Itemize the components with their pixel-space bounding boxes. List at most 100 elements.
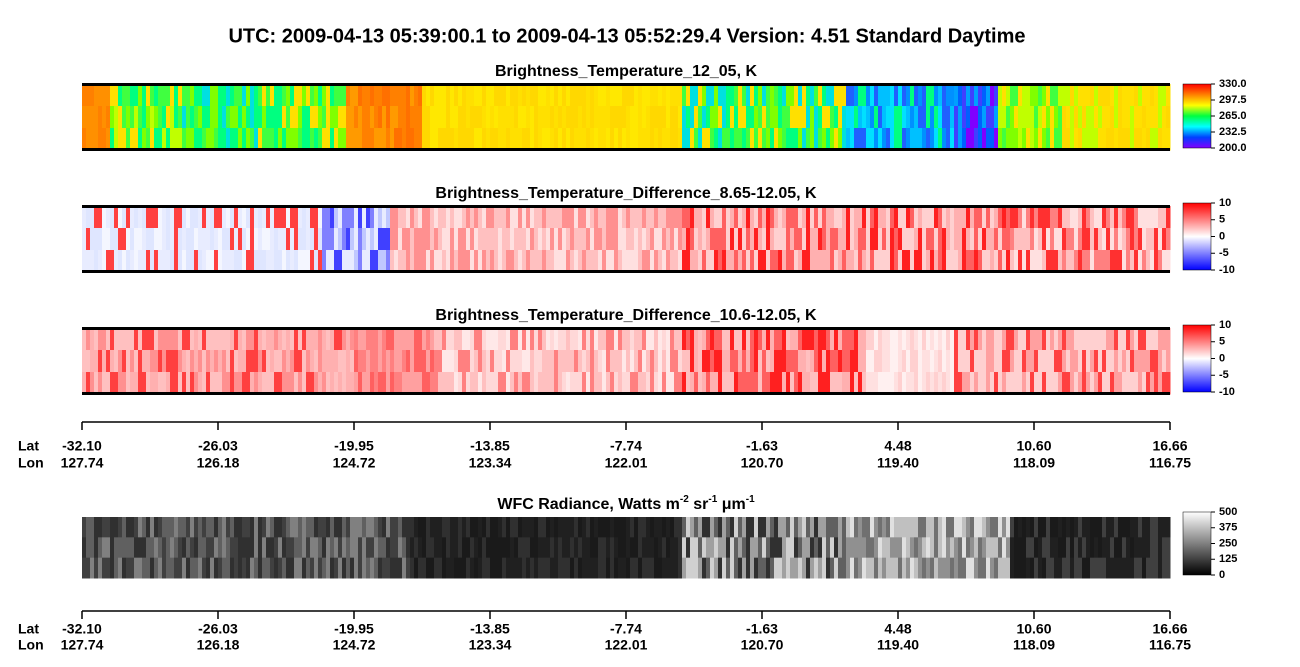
image-pixel <box>986 128 991 151</box>
image-pixel <box>942 228 947 251</box>
image-pixel <box>1042 250 1047 273</box>
lat-tick-label: 10.60 <box>1016 438 1051 454</box>
image-pixel <box>946 128 951 151</box>
image-pixel <box>374 537 379 559</box>
image-pixel <box>678 372 683 395</box>
image-pixel <box>394 206 399 229</box>
image-pixel <box>1102 557 1107 579</box>
image-pixel <box>954 206 959 229</box>
image-pixel <box>298 517 303 538</box>
image-pixel <box>542 250 547 273</box>
image-pixel <box>1146 537 1151 559</box>
image-pixel <box>850 328 855 351</box>
image-pixel <box>574 250 579 273</box>
image-pixel <box>586 228 591 251</box>
image-pixel <box>1034 206 1039 229</box>
image-pixel <box>638 517 643 538</box>
image-pixel <box>710 350 715 373</box>
image-pixel <box>118 206 123 229</box>
image-pixel <box>890 228 895 251</box>
image-pixel <box>626 206 631 229</box>
image-pixel <box>638 372 643 395</box>
image-pixel <box>1102 128 1107 151</box>
image-pixel <box>802 328 807 351</box>
image-pixel <box>486 350 491 373</box>
image-pixel <box>802 84 807 107</box>
image-pixel <box>742 350 747 373</box>
image-pixel <box>550 557 555 579</box>
image-pixel <box>526 228 531 251</box>
image-pixel <box>506 350 511 373</box>
image-pixel <box>202 128 207 151</box>
image-pixel <box>138 250 143 273</box>
image-pixel <box>422 206 427 229</box>
image-pixel <box>714 206 719 229</box>
image-pixel <box>838 537 843 559</box>
image-pixel <box>754 372 759 395</box>
image-pixel <box>402 372 407 395</box>
lon-tick-label: 122.01 <box>605 637 648 653</box>
image-pixel <box>938 250 943 273</box>
image-pixel <box>838 350 843 373</box>
image-pixel <box>122 350 127 373</box>
image-pixel <box>390 250 395 273</box>
image-pixel <box>106 106 111 129</box>
image-pixel <box>1114 328 1119 351</box>
image-pixel <box>1094 350 1099 373</box>
image-pixel <box>834 372 839 395</box>
image-pixel <box>1030 106 1035 129</box>
image-pixel <box>850 537 855 559</box>
image-pixel <box>158 372 163 395</box>
image-pixel <box>86 350 91 373</box>
image-pixel <box>830 537 835 559</box>
image-pixel <box>878 128 883 151</box>
image-pixel <box>822 557 827 579</box>
image-pixel <box>546 250 551 273</box>
image-pixel <box>690 350 695 373</box>
image-pixel <box>1134 350 1139 373</box>
image-pixel <box>1014 250 1019 273</box>
image-pixel <box>126 128 131 151</box>
image-pixel <box>118 228 123 251</box>
image-pixel <box>466 372 471 395</box>
image-pixel <box>1010 537 1015 559</box>
image-pixel <box>786 350 791 373</box>
image-pixel <box>994 228 999 251</box>
image-pixel <box>1118 372 1123 395</box>
image-pixel <box>554 84 559 107</box>
image-pixel <box>894 537 899 559</box>
image-pixel <box>590 106 595 129</box>
image-pixel <box>730 206 735 229</box>
image-pixel <box>174 106 179 129</box>
image-pixel <box>1118 537 1123 559</box>
image-pixel <box>470 84 475 107</box>
image-pixel <box>694 228 699 251</box>
image-pixel <box>142 537 147 559</box>
image-pixel <box>374 206 379 229</box>
image-pixel <box>286 517 291 538</box>
image-pixel <box>1146 228 1151 251</box>
image-pixel <box>1066 106 1071 129</box>
image-pixel <box>938 372 943 395</box>
image-pixel <box>190 84 195 107</box>
image-pixel <box>858 517 863 538</box>
image-pixel <box>798 328 803 351</box>
image-pixel <box>478 328 483 351</box>
image-pixel <box>102 557 107 579</box>
image-pixel <box>202 372 207 395</box>
image-pixel <box>726 537 731 559</box>
lat-tick-label: -26.03 <box>198 621 238 637</box>
image-pixel <box>382 328 387 351</box>
image-pixel <box>90 250 95 273</box>
image-pixel <box>286 228 291 251</box>
image-pixel <box>226 84 231 107</box>
image-pixel <box>142 250 147 273</box>
image-pixel <box>134 537 139 559</box>
image-pixel <box>914 206 919 229</box>
image-pixel <box>110 372 115 395</box>
image-pixel <box>1006 557 1011 579</box>
image-pixel <box>686 372 691 395</box>
image-pixel <box>406 350 411 373</box>
image-pixel <box>706 228 711 251</box>
image-pixel <box>330 517 335 538</box>
